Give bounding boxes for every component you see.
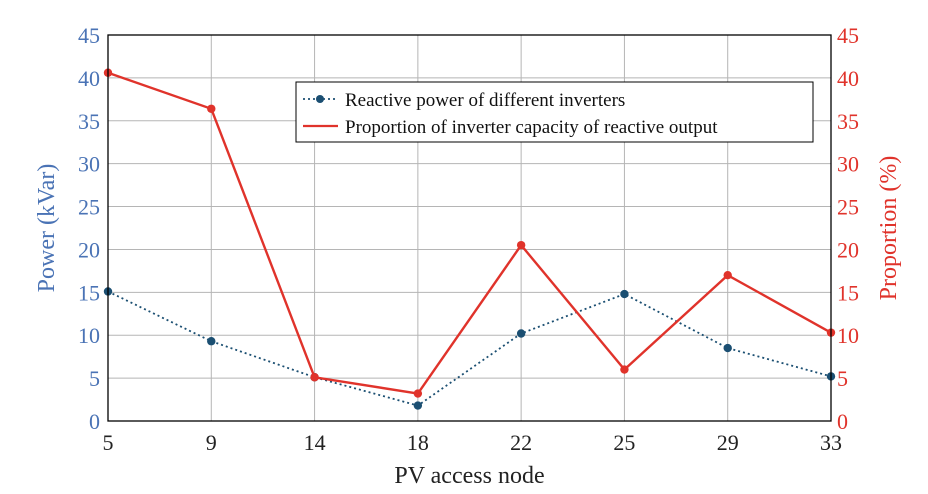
- point-reactive-power: [413, 401, 423, 410]
- x-tick-label: 29: [717, 430, 739, 455]
- y-left-tick-label: 25: [78, 195, 100, 220]
- point-reactive-power: [620, 289, 629, 299]
- y-right-tick-label: 20: [837, 237, 859, 262]
- point-reactive-power: [723, 343, 732, 353]
- series-line-reactive-power: [107, 290, 832, 407]
- y-left-tick-label: 5: [89, 366, 100, 391]
- y-right-tick-label: 15: [837, 280, 859, 305]
- y-right-tick-label: 25: [837, 195, 859, 220]
- y-axis-right-label: Proportion (%): [876, 156, 902, 301]
- x-tick-label: 22: [510, 430, 532, 455]
- point-proportion: [516, 240, 526, 250]
- y-left-tick-label: 35: [78, 109, 100, 134]
- x-tick-label: 14: [304, 430, 326, 455]
- y-left-tick-label: 30: [78, 152, 100, 177]
- y-left-tick-label: 15: [78, 280, 100, 305]
- y-left-tick-label: 0: [89, 409, 100, 434]
- x-tick-label: 9: [206, 430, 217, 455]
- x-axis-label: PV access node: [394, 463, 544, 489]
- point-proportion: [620, 365, 629, 374]
- legend: Reactive power of different inverters Pr…: [295, 81, 814, 143]
- point-reactive-power: [516, 329, 526, 338]
- plot-frame: [107, 34, 832, 422]
- y-right-tick-label: 35: [837, 109, 859, 134]
- x-tick-label: 18: [407, 430, 429, 455]
- point-proportion: [413, 389, 423, 398]
- y-right-tick-label: 5: [837, 366, 848, 391]
- legend-marker-reactive: [316, 95, 324, 103]
- y-left-tick-label: 40: [78, 66, 100, 91]
- x-tick-label: 33: [820, 430, 842, 455]
- legend-label-reactive: Reactive power of different inverters: [345, 90, 625, 111]
- x-tick-label: 5: [103, 430, 114, 455]
- y-right-tick-label: 0: [837, 409, 848, 434]
- point-proportion: [310, 373, 319, 382]
- y-right-tick-label: 30: [837, 152, 859, 177]
- y-left-tick-label: 45: [78, 23, 100, 48]
- point-proportion: [723, 270, 732, 280]
- legend-label-proportion: Proportion of inverter capacity of react…: [345, 117, 718, 138]
- y-right-tick-label: 40: [837, 66, 859, 91]
- point-reactive-power: [207, 337, 216, 346]
- series-lines: [103, 68, 836, 410]
- y-left-tick-label: 10: [78, 323, 100, 348]
- legend-box: [295, 81, 814, 143]
- series-line-proportion: [107, 71, 832, 395]
- x-tick-label: 25: [613, 430, 635, 455]
- y-axis-left-label: Power (kVar): [34, 164, 60, 293]
- point-proportion: [207, 104, 216, 113]
- y-right-tick-label: 45: [837, 23, 859, 48]
- y-right-tick-label: 10: [837, 323, 859, 348]
- y-left-tick-label: 20: [78, 237, 100, 262]
